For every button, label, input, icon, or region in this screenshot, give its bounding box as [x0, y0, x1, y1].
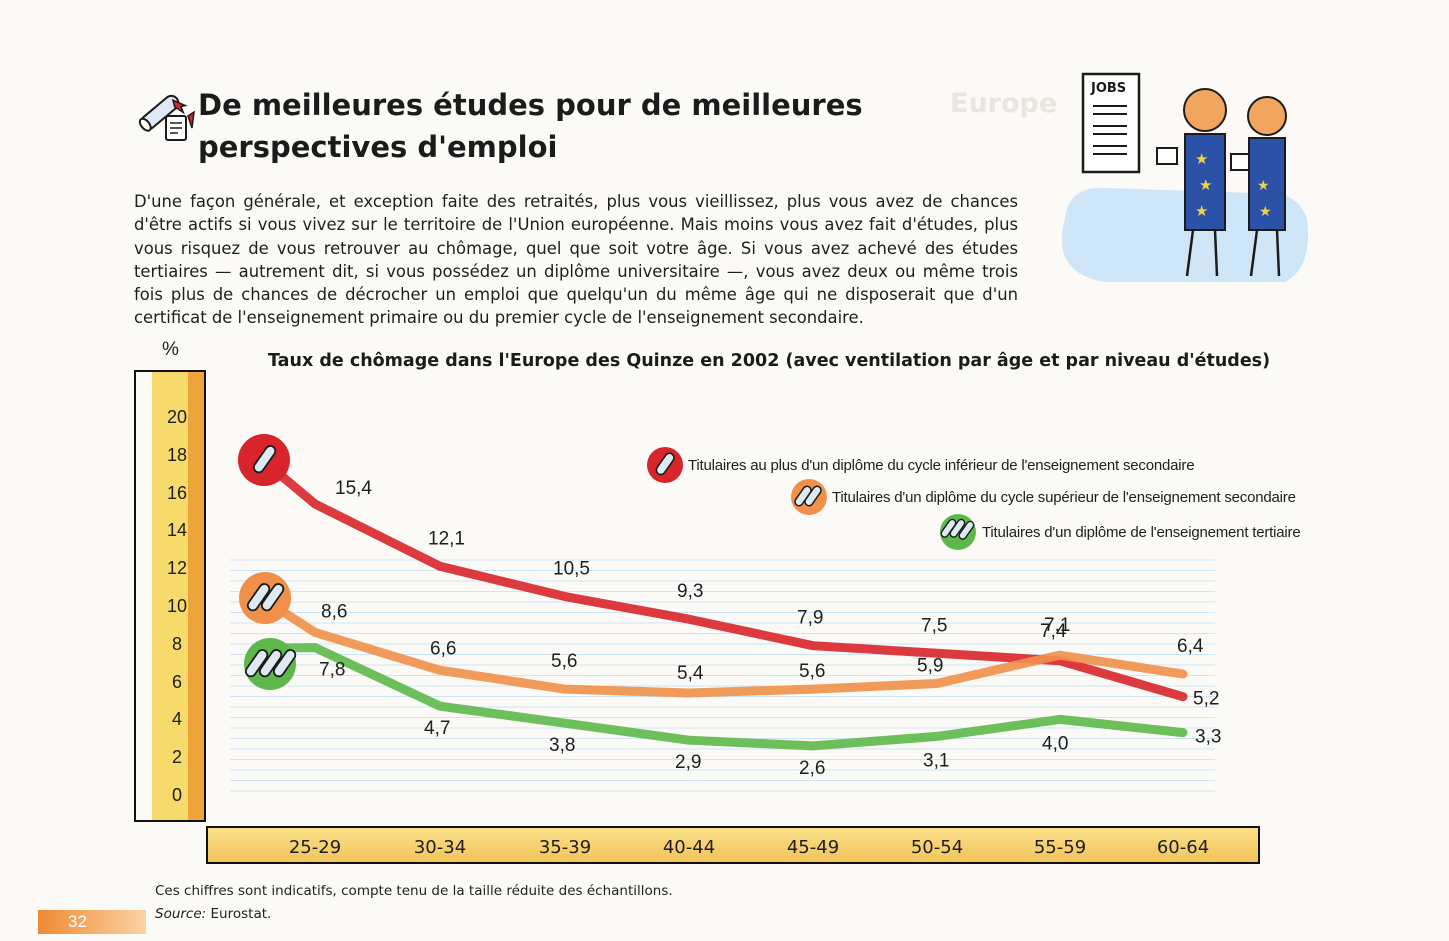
x-tick-label: 60-64: [1156, 837, 1210, 858]
y-tick-label: 2: [171, 747, 182, 768]
svg-text:★: ★: [1199, 177, 1212, 194]
legend-item-lower-secondary: Titulaires au plus d'un diplôme du cycle…: [646, 446, 1195, 484]
data-label: 4,0: [1042, 733, 1068, 754]
x-tick-label: 40-44: [662, 837, 716, 858]
y-tick-label: 12: [166, 558, 188, 579]
legend-item-upper-secondary: Titulaires d'un diplôme du cycle supérie…: [790, 478, 1296, 516]
series-badge-icon: [244, 638, 297, 690]
data-label: 5,9: [917, 655, 943, 676]
diploma-scroll-icon: [138, 94, 195, 141]
x-tick-label: 25-29: [288, 837, 342, 858]
footnote: Ces chiffres sont indicatifs, compte ten…: [155, 883, 673, 899]
y-tick-label: 6: [171, 671, 182, 692]
y-tick-label: 20: [166, 407, 188, 427]
y-axis-unit: %: [162, 339, 179, 360]
source-value: Eurostat.: [210, 906, 272, 922]
data-label: 3,1: [923, 750, 949, 771]
series-line-1: [267, 463, 1188, 702]
series-line-2: [260, 595, 1188, 698]
series-badge-icon: [238, 434, 290, 486]
svg-text:★: ★: [1257, 177, 1270, 193]
source-label: Source:: [155, 906, 207, 922]
x-tick-label: 35-39: [538, 837, 592, 858]
x-axis-bar: [206, 826, 1260, 864]
diploma-red-icon: [647, 447, 683, 483]
legend-label: Titulaires d'un diplôme du cycle supérie…: [832, 488, 1296, 506]
x-tick-label: 30-34: [413, 837, 467, 858]
source-line: Source: Eurostat.: [155, 906, 271, 922]
data-label: 2,6: [799, 758, 825, 779]
y-tick-label: 8: [171, 633, 182, 654]
series-badge-icon: [239, 572, 291, 624]
data-label: 7,4: [1040, 621, 1067, 642]
y-tick-label: 14: [166, 520, 188, 541]
data-label: 3,8: [549, 735, 575, 756]
data-label: 9,3: [677, 581, 703, 602]
y-tick-label: 16: [166, 482, 188, 503]
data-label: 7,9: [797, 608, 823, 629]
data-label: 15,4: [335, 478, 372, 499]
data-label: 12,1: [428, 528, 465, 549]
data-label: 6,4: [1177, 636, 1204, 657]
data-label: 6,6: [430, 638, 456, 659]
svg-text:★: ★: [1195, 151, 1208, 168]
data-label: 8,6: [321, 601, 347, 622]
data-label: 7,5: [921, 615, 947, 636]
y-tick-label: 18: [166, 444, 188, 465]
legend-item-tertiary: Titulaires d'un diplôme de l'enseignemen…: [938, 512, 1301, 552]
data-label: 4,7: [424, 718, 450, 739]
y-tick-label: 4: [171, 709, 182, 730]
data-label: 5,2: [1193, 689, 1219, 710]
data-label: 5,4: [677, 663, 704, 684]
data-label: 7,8: [319, 660, 345, 681]
diploma-green-icon: [940, 514, 976, 550]
intro-paragraph: D'une façon générale, et exception faite…: [134, 192, 1018, 328]
svg-text:★: ★: [1259, 203, 1272, 219]
chart-title: Taux de chômage dans l'Europe des Quinze…: [268, 351, 1271, 371]
x-tick-label: 55-59: [1033, 837, 1087, 858]
x-tick-label: 45-49: [786, 837, 840, 858]
page-number: 32: [38, 910, 146, 934]
data-label: 10,5: [553, 559, 590, 580]
job-seekers-illustration: JOBS ★ ★ ★ ★ ★: [1061, 72, 1309, 282]
data-label: 3,3: [1195, 727, 1221, 748]
x-tick-label: 50-54: [910, 837, 964, 858]
series-line-3: [265, 643, 1188, 751]
y-tick-label: 10: [166, 596, 188, 616]
jobs-sign-text: JOBS: [1090, 81, 1126, 96]
legend-label: Titulaires au plus d'un diplôme du cycle…: [688, 456, 1195, 474]
y-tick-label: 0: [171, 785, 182, 805]
page-title: De meilleures études pour de meilleures …: [198, 88, 863, 164]
data-label: 2,9: [675, 752, 701, 773]
y-axis-scale: [134, 370, 206, 822]
data-label: 5,6: [799, 661, 825, 682]
data-label: 7,1: [1044, 615, 1070, 636]
diploma-orange-icon: [791, 479, 827, 515]
data-label: 5,6: [551, 651, 577, 672]
legend-label: Titulaires d'un diplôme de l'enseignemen…: [982, 523, 1301, 541]
svg-text:★: ★: [1195, 203, 1208, 220]
